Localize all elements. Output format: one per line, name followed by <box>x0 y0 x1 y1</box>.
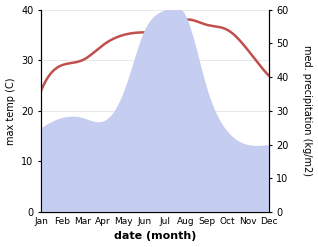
Y-axis label: max temp (C): max temp (C) <box>5 77 16 144</box>
Y-axis label: med. precipitation (kg/m2): med. precipitation (kg/m2) <box>302 45 313 176</box>
X-axis label: date (month): date (month) <box>114 231 196 242</box>
